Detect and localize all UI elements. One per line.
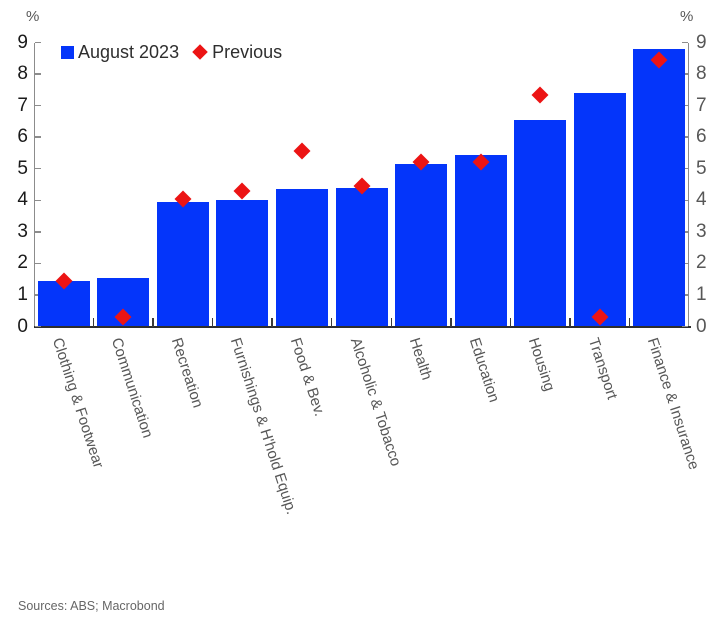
x-category-label-5: Alcoholic & Tobacco <box>346 335 404 469</box>
x-tick <box>211 317 214 327</box>
y-tick-left <box>35 104 41 107</box>
legend-square-icon <box>61 45 74 59</box>
x-tick <box>152 317 154 327</box>
legend-diamond-icon <box>192 44 208 60</box>
y-tick-label-left: 0 <box>17 315 28 337</box>
y-tick-left <box>35 231 41 233</box>
y-tick-label-right: 6 <box>696 126 707 148</box>
y-tick-left <box>35 73 41 75</box>
legend: August 2023 Previous <box>61 42 282 62</box>
bar-4 <box>275 189 328 327</box>
diamond-8 <box>531 86 549 104</box>
x-axis <box>33 326 691 329</box>
x-category-label-0: Clothing & Footwear <box>48 335 107 471</box>
y-axis-right <box>687 42 690 327</box>
x-category-label-8: Housing <box>524 335 559 394</box>
bar-2 <box>156 201 209 327</box>
legend-label-previous: Previous <box>212 42 283 62</box>
x-category-label-3: Furnishings & H'hold Equip. <box>227 335 301 517</box>
diamond-4 <box>293 142 311 160</box>
x-category-label-7: Education <box>465 335 503 405</box>
y-tick-label-left: 4 <box>17 189 28 211</box>
y-tick-label-right: 4 <box>696 189 707 211</box>
x-tick <box>331 317 333 327</box>
y-tick-left <box>35 41 41 44</box>
y-tick-label-right: 8 <box>696 63 707 85</box>
y-axis-left <box>33 42 35 327</box>
bar-8 <box>514 119 567 327</box>
y-tick-label-left: 1 <box>17 283 28 305</box>
diamond-3 <box>233 182 251 200</box>
x-category-label-1: Communication <box>108 335 157 441</box>
x-tick <box>271 317 273 327</box>
y-tick-left <box>35 199 41 201</box>
y-tick-label-left: 7 <box>17 94 28 116</box>
x-category-label-10: Finance & Insurance <box>644 335 703 472</box>
bar-6 <box>395 163 448 327</box>
bar-10 <box>633 48 686 327</box>
y-tick-label-left: 3 <box>17 220 28 242</box>
y-tick-label-left: 5 <box>17 157 28 179</box>
x-tick <box>628 317 631 327</box>
x-tick <box>92 317 95 327</box>
x-tick <box>509 317 512 327</box>
x-category-label-9: Transport <box>584 335 621 402</box>
x-tick <box>569 317 571 327</box>
x-tick <box>390 317 392 327</box>
y-tick-label-left: 8 <box>17 63 28 85</box>
x-tick <box>450 317 452 327</box>
y-tick-label-right: 2 <box>696 252 707 274</box>
legend-label-august-2023: August 2023 <box>78 42 180 62</box>
y-tick-right <box>682 325 688 328</box>
y-tick-left <box>35 168 41 170</box>
y-tick-right <box>682 41 688 44</box>
y-axis-unit-left: % <box>26 8 40 25</box>
y-tick-left <box>35 262 41 265</box>
bar-5 <box>335 187 388 327</box>
y-tick-label-left: 9 <box>17 31 28 53</box>
y-tick-label-right: 9 <box>696 31 707 53</box>
y-tick-label-right: 0 <box>696 315 707 337</box>
bar-9 <box>573 92 626 327</box>
bar-3 <box>216 200 269 327</box>
y-tick-label-left: 2 <box>17 252 28 274</box>
y-tick-label-right: 1 <box>696 283 707 305</box>
y-tick-label-left: 6 <box>17 126 28 148</box>
y-tick-label-right: 5 <box>696 157 707 179</box>
y-tick-left <box>35 325 41 328</box>
source-note: Sources: ABS; Macrobond <box>18 599 165 613</box>
x-category-label-6: Health <box>405 335 436 383</box>
y-tick-label-right: 7 <box>696 94 707 116</box>
bar-7 <box>454 154 507 327</box>
y-tick-left <box>35 136 41 138</box>
y-axis-unit-right: % <box>680 8 694 25</box>
x-category-label-2: Recreation <box>167 335 207 410</box>
y-tick-label-right: 3 <box>696 220 707 242</box>
x-category-label-4: Food & Bev. <box>286 335 329 419</box>
